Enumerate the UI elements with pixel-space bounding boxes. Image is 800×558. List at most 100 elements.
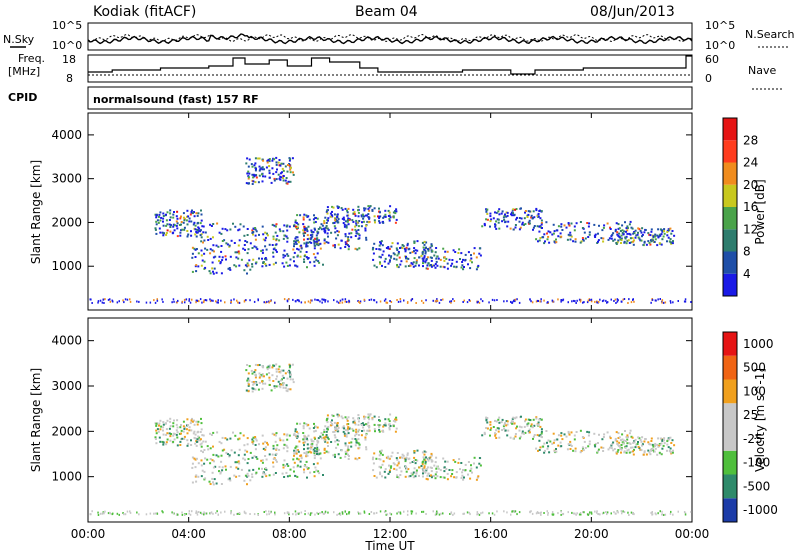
velocity-echo (413, 460, 415, 462)
power-echo (235, 256, 238, 259)
power-ground-scatter (368, 299, 371, 301)
power-ground-scatter (286, 300, 289, 303)
freq-tick-top: 18 (62, 53, 76, 66)
power-echo (614, 230, 617, 233)
power-echo (553, 230, 556, 233)
power-echo (540, 223, 543, 226)
velocity-ground-scatter (268, 510, 270, 513)
velocity-ground-scatter (196, 513, 199, 516)
velocity-echo (569, 443, 572, 446)
power-echo (183, 226, 186, 229)
velocity-echo (261, 375, 264, 378)
velocity-echo (336, 439, 339, 442)
velocity-echo (494, 419, 496, 422)
velocity-echo (258, 364, 261, 366)
velocity-echo (305, 455, 308, 458)
velocity-echo (309, 443, 312, 446)
velocity-echo (261, 373, 264, 376)
power-echo (308, 218, 311, 221)
velocity-echo (672, 449, 674, 452)
velocity-echo (405, 467, 408, 470)
power-echo (345, 226, 348, 229)
velocity-echo (335, 446, 338, 449)
velocity-echo (323, 447, 326, 450)
velocity-ground-scatter (510, 513, 512, 516)
velocity-echo (234, 434, 237, 437)
velocity-echo (300, 454, 303, 457)
velocity-echo (430, 476, 433, 479)
power-echo (274, 231, 277, 234)
power-echo (396, 242, 399, 245)
velocity-ground-scatter (323, 512, 325, 515)
power-echo (275, 250, 278, 253)
power-echo (535, 209, 538, 212)
velocity-echo (323, 431, 326, 433)
freq-strip (87, 54, 693, 83)
y-tick-label: 3000 (51, 172, 82, 186)
velocity-echo (461, 471, 464, 474)
power-echo (425, 267, 428, 270)
power-ground-scatter (503, 300, 505, 303)
power-echo (218, 231, 221, 234)
velocity-echo (197, 435, 200, 438)
velocity-echo (442, 476, 445, 479)
velocity-echo (220, 483, 223, 485)
power-echo (445, 257, 448, 260)
velocity-echo (303, 440, 306, 443)
velocity-echo (313, 475, 316, 478)
power-ground-scatter (257, 299, 259, 302)
velocity-ground-scatter (370, 511, 373, 513)
velocity-echo (320, 432, 323, 435)
power-echo (521, 221, 524, 224)
velocity-echo (388, 428, 391, 431)
power-ground-scatter (204, 299, 207, 301)
velocity-echo (252, 383, 255, 386)
velocity-echo (381, 453, 384, 456)
power-echo (387, 215, 390, 217)
power-echo (290, 166, 292, 169)
velocity-echo (662, 444, 665, 447)
velocity-echo (346, 418, 348, 421)
velocity-echo (314, 429, 317, 432)
power-ground-scatter (438, 301, 441, 304)
power-echo (268, 176, 271, 179)
velocity-ground-scatter (650, 511, 652, 514)
power-ground-scatter (91, 302, 93, 304)
power-echo (588, 231, 591, 234)
velocity-echo (243, 444, 246, 447)
power-echo (410, 262, 413, 265)
power-echo (504, 213, 506, 216)
power-echo (247, 248, 250, 251)
velocity-echo (666, 443, 669, 446)
velocity-echo (275, 385, 278, 388)
power-echo (261, 166, 264, 169)
power-echo (537, 215, 540, 218)
velocity-echo (225, 468, 227, 471)
power-echo (431, 250, 434, 253)
velocity-echo (332, 454, 335, 457)
velocity-colorbar-label: Velocity [m s^-1] (753, 368, 767, 472)
velocity-echo (254, 444, 257, 446)
velocity-echo (500, 421, 503, 424)
power-echo (273, 177, 276, 180)
velocity-echo (593, 444, 596, 447)
power-echo (512, 212, 514, 215)
velocity-echo (236, 461, 239, 464)
velocity-echo (346, 427, 349, 430)
power-ground-scatter (126, 298, 129, 301)
velocity-echo (478, 457, 481, 459)
velocity-echo (262, 382, 264, 385)
velocity-echo (357, 420, 360, 423)
power-ground-scatter (124, 298, 127, 301)
power-echo (366, 220, 369, 223)
velocity-echo (579, 451, 582, 454)
velocity-echo (643, 450, 646, 453)
power-echo (535, 207, 538, 210)
velocity-ground-scatter (189, 513, 192, 516)
velocity-echo (253, 371, 256, 374)
power-ground-scatter (415, 302, 417, 304)
power-ground-scatter (384, 298, 387, 301)
power-echo (273, 224, 276, 227)
power-echo (624, 221, 626, 224)
velocity-echo (268, 474, 271, 477)
